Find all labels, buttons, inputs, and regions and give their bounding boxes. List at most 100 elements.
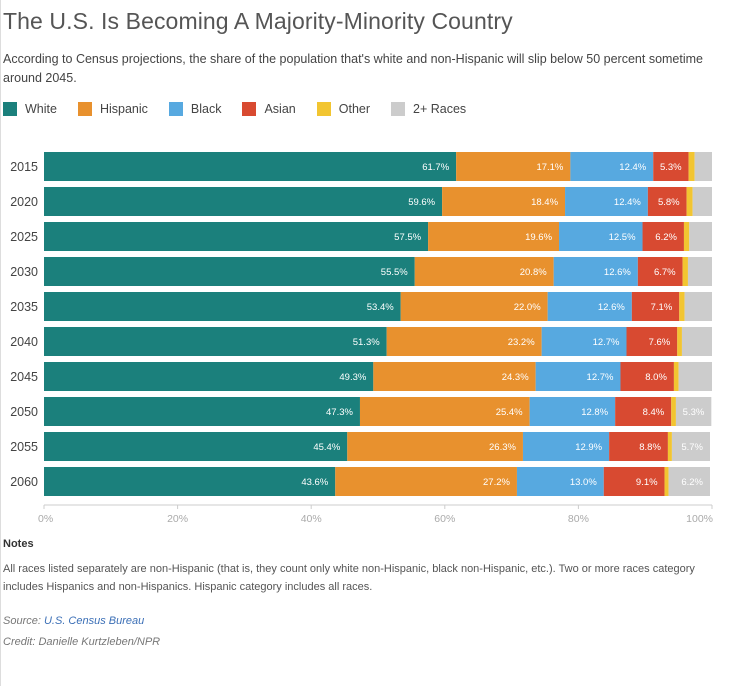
data-label: 55.5% bbox=[381, 267, 408, 278]
data-label: 45.4% bbox=[313, 442, 340, 453]
bar-segment bbox=[570, 152, 654, 181]
bar-segment bbox=[44, 152, 457, 181]
bar-segment bbox=[44, 187, 443, 216]
bar-segment bbox=[673, 362, 679, 391]
data-label: 6.7% bbox=[654, 267, 676, 278]
legend-swatch bbox=[77, 102, 92, 116]
data-label: 7.1% bbox=[651, 302, 673, 313]
data-label: 6.2% bbox=[655, 232, 677, 243]
data-label: 53.4% bbox=[367, 302, 394, 313]
legend-item: Asian bbox=[242, 102, 296, 116]
source-link[interactable]: U.S. Census Bureau bbox=[43, 615, 145, 627]
legend-swatch bbox=[391, 102, 406, 116]
data-label: 12.7% bbox=[587, 372, 614, 383]
data-label: 49.3% bbox=[339, 372, 366, 383]
y-tick-label: 2030 bbox=[10, 265, 38, 279]
y-tick-label: 2050 bbox=[10, 405, 38, 419]
y-tick-label: 2055 bbox=[10, 440, 38, 454]
bar-segment bbox=[668, 467, 710, 496]
chart-subtitle: According to Census projections, the sha… bbox=[3, 52, 703, 85]
legend-label: White bbox=[25, 102, 57, 116]
bar-segment bbox=[664, 467, 669, 496]
bar-segment bbox=[647, 187, 687, 216]
legend-item: Other bbox=[316, 102, 370, 116]
bar-segment bbox=[44, 467, 336, 496]
y-tick-label: 2020 bbox=[10, 195, 38, 209]
bar-segment bbox=[44, 362, 374, 391]
bar-segment bbox=[609, 432, 668, 461]
data-label: 12.9% bbox=[575, 442, 602, 453]
x-tick-label: 20% bbox=[167, 513, 188, 525]
bar-segment bbox=[44, 222, 429, 251]
bar-segment bbox=[642, 222, 684, 251]
bar-segment bbox=[359, 397, 530, 426]
legend-item: Hispanic bbox=[77, 102, 148, 116]
bar-segment bbox=[667, 432, 672, 461]
x-tick-label: 100% bbox=[686, 513, 713, 525]
data-label: 19.6% bbox=[525, 232, 552, 243]
data-label: 57.5% bbox=[394, 232, 421, 243]
y-tick-label: 2025 bbox=[10, 230, 38, 244]
bar-segment bbox=[335, 467, 517, 496]
data-label: 51.3% bbox=[353, 337, 380, 348]
data-label: 12.4% bbox=[614, 197, 641, 208]
data-label: 61.7% bbox=[422, 162, 449, 173]
bar-segment bbox=[694, 152, 712, 181]
bar-segment bbox=[44, 327, 387, 356]
chart-legend: White Hispanic Black Asian Other 2+ Races bbox=[3, 100, 487, 118]
data-label: 12.7% bbox=[593, 337, 620, 348]
bar-segment bbox=[637, 257, 683, 286]
bar-segment bbox=[683, 222, 690, 251]
data-label: 43.6% bbox=[301, 477, 328, 488]
bar-segment bbox=[653, 152, 689, 181]
bar-segment bbox=[44, 397, 360, 426]
data-label: 20.8% bbox=[520, 267, 547, 278]
bar-segment bbox=[679, 292, 685, 321]
legend-label: Hispanic bbox=[99, 102, 148, 116]
y-tick-label: 2035 bbox=[10, 300, 38, 314]
bar-segment bbox=[681, 327, 712, 356]
data-label: 13.0% bbox=[570, 477, 597, 488]
bar-segment bbox=[682, 257, 688, 286]
bar-segment bbox=[675, 397, 712, 426]
bar-segment bbox=[626, 327, 678, 356]
legend-item: 2+ Races bbox=[391, 102, 466, 116]
data-label: 12.6% bbox=[604, 267, 631, 278]
bar-segment bbox=[414, 257, 554, 286]
legend-swatch bbox=[168, 102, 183, 116]
data-label: 5.8% bbox=[658, 197, 680, 208]
legend-label: Asian bbox=[264, 102, 296, 116]
y-tick-label: 2045 bbox=[10, 370, 38, 384]
x-tick-label: 60% bbox=[434, 513, 455, 525]
legend-swatch bbox=[3, 102, 17, 116]
data-label: 12.8% bbox=[581, 407, 608, 418]
data-label: 12.6% bbox=[598, 302, 625, 313]
bar-segment bbox=[559, 222, 643, 251]
data-label: 23.2% bbox=[508, 337, 535, 348]
bar-segment bbox=[620, 362, 674, 391]
data-label: 8.4% bbox=[643, 407, 665, 418]
bar-segment bbox=[516, 467, 604, 496]
bar-segment bbox=[687, 257, 712, 286]
bar-segment bbox=[541, 327, 627, 356]
bar-segment bbox=[347, 432, 523, 461]
bar-segment bbox=[522, 432, 610, 461]
legend-label: 2+ Races bbox=[413, 102, 467, 116]
data-label: 27.2% bbox=[483, 477, 510, 488]
notes-body: All races listed separately are non-Hisp… bbox=[3, 563, 695, 593]
data-label: 5.3% bbox=[660, 162, 682, 173]
source-line: Source: U.S. Census Bureau bbox=[3, 615, 144, 627]
data-label: 5.7% bbox=[681, 442, 703, 453]
data-label: 59.6% bbox=[408, 197, 435, 208]
bar-segment bbox=[631, 292, 680, 321]
bar-segment bbox=[547, 292, 632, 321]
bar-segment bbox=[386, 327, 542, 356]
data-label: 12.4% bbox=[619, 162, 646, 173]
bar-segment bbox=[671, 397, 676, 426]
bar-segment bbox=[677, 327, 682, 356]
x-tick-label: 0% bbox=[38, 513, 53, 525]
bar-segment bbox=[44, 292, 401, 321]
legend-swatch bbox=[242, 102, 257, 116]
bar-segment bbox=[671, 432, 710, 461]
